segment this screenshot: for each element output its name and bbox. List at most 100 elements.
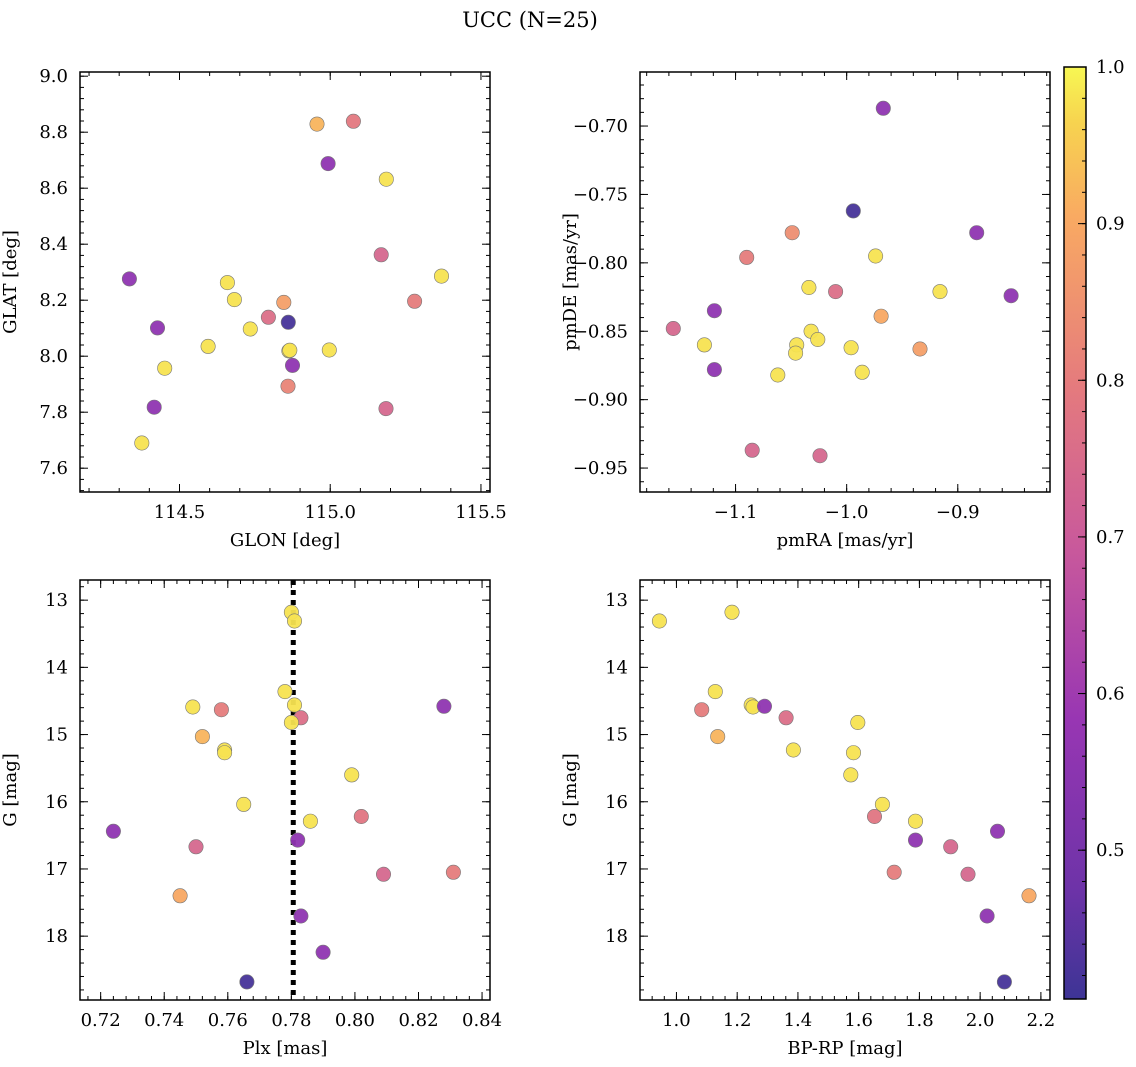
x-tick-label: 2.0: [966, 1010, 995, 1031]
scatter-point: [242, 321, 258, 337]
scatter-point: [105, 823, 121, 839]
colorbar-tick-label: 0.5: [1096, 840, 1125, 861]
y-tick-label: −0.70: [573, 116, 628, 137]
scatter-point: [309, 116, 325, 132]
y-tick-label: −0.75: [573, 184, 628, 205]
chart-panels: 114.5 115.0 115.5 7.6 7.8 8.0 8.2 8.4 8.6 8.8 9.0 G…: [0, 66, 1055, 1059]
y-tick-label: 9.0: [39, 66, 68, 87]
scatter-point: [378, 401, 394, 417]
scatter-point: [810, 331, 826, 347]
y-tick-label: 15: [45, 725, 68, 746]
scatter-point: [907, 832, 923, 848]
axis-ticks: [640, 580, 1050, 1000]
scatter-point: [651, 613, 667, 629]
y-tick-label: 8.0: [39, 346, 68, 367]
colorbar-gradient: [1063, 66, 1087, 1000]
scatter-point: [445, 864, 461, 880]
scatter-point: [121, 271, 137, 287]
x-tick-label: 114.5: [154, 502, 206, 523]
scatter-point: [694, 702, 710, 718]
y-tick-label: −0.90: [573, 390, 628, 411]
scatter-point: [943, 839, 959, 855]
scatter-point: [706, 362, 722, 378]
x-tick-label: 1.8: [905, 1010, 934, 1031]
scatter-point: [1003, 288, 1019, 304]
scatter-point: [280, 314, 296, 330]
figure-title: UCC (N=25): [462, 8, 598, 32]
y-tick-label: 8.4: [39, 234, 68, 255]
y-tick-label: −0.80: [573, 253, 628, 274]
scatter-point: [373, 247, 389, 263]
panel-4: 1.0 1.2 1.4 1.6 1.8 2.0 2.2 13 14 15 16 17 18 BP-RP […: [560, 579, 1056, 1059]
scatter-point: [866, 808, 882, 824]
y-axis-label: G [mag]: [0, 753, 21, 826]
scatter-point: [785, 742, 801, 758]
x-tick-label: 115.0: [304, 502, 356, 523]
scatter-point: [321, 342, 337, 358]
x-tick-label: 1.2: [723, 1010, 752, 1031]
x-tick-label: 0.78: [271, 1010, 311, 1031]
x-axis-label: pmRA [mas/yr]: [777, 530, 914, 551]
scatter-points: [665, 100, 1019, 464]
scatter-point: [868, 248, 884, 264]
x-axis-label: GLON [deg]: [230, 530, 340, 551]
scatter-point: [710, 729, 726, 745]
x-tick-label: 1.4: [784, 1010, 813, 1031]
scatter-point: [788, 345, 804, 361]
colorbar-tick-label: 0.9: [1096, 214, 1125, 235]
scatter-point: [907, 813, 923, 829]
x-tick-label: 0.74: [144, 1010, 184, 1031]
y-tick-label: 17: [45, 859, 68, 880]
y-tick-label: 15: [605, 725, 628, 746]
scatter-point: [843, 767, 859, 783]
scatter-point: [1021, 888, 1037, 904]
scatter-point: [260, 309, 276, 325]
colorbar-tick-label: 1.0: [1096, 57, 1125, 78]
x-tick-label: 0.82: [398, 1010, 438, 1031]
x-tick-label: 0.80: [335, 1010, 375, 1031]
scatter-point: [375, 866, 391, 882]
y-tick-label: 18: [605, 926, 628, 947]
y-tick-label: 7.6: [39, 458, 68, 479]
scatter-point: [969, 225, 985, 241]
scatter-point: [873, 308, 889, 324]
scatter-point: [188, 839, 204, 855]
scatter-point: [407, 293, 423, 309]
axis-ticks: [80, 580, 490, 1000]
scatter-points: [105, 604, 461, 990]
scatter-point: [280, 378, 296, 394]
scatter-point: [345, 113, 361, 129]
scatter-points: [121, 113, 449, 451]
y-tick-label: 7.8: [39, 402, 68, 423]
scatter-point: [932, 284, 948, 300]
scatter-point: [770, 367, 786, 383]
scatter-point: [874, 796, 890, 812]
scatter-point: [194, 729, 210, 745]
scatter-point: [912, 341, 928, 357]
x-tick-label: −1.1: [714, 502, 758, 523]
colorbar-tick-label: 0.7: [1096, 527, 1125, 548]
scatter-point: [200, 338, 216, 354]
scatter-point: [756, 698, 772, 714]
scatter-points: [651, 604, 1037, 990]
scatter-point: [293, 908, 309, 924]
x-tick-label: 0.72: [81, 1010, 121, 1031]
scatter-point: [219, 275, 235, 291]
scatter-point: [845, 745, 861, 761]
x-tick-label: −1.0: [825, 502, 869, 523]
colorbar-tick-label: 0.8: [1096, 370, 1125, 391]
scatter-point: [283, 714, 299, 730]
x-tick-label: 2.2: [1027, 1010, 1056, 1031]
x-axis-label: BP-RP [mag]: [787, 1038, 902, 1059]
panel-1: 114.5 115.0 115.5 7.6 7.8 8.0 8.2 8.4 8.6 8.8 9.0 G…: [0, 66, 507, 551]
scatter-point: [665, 320, 681, 336]
axes-frame: [639, 579, 1051, 1001]
scatter-point: [302, 813, 318, 829]
y-axis-label: pmDE [mas/yr]: [560, 213, 581, 351]
scatter-point: [217, 745, 233, 761]
scatter-point: [286, 613, 302, 629]
scatter-point: [739, 249, 755, 265]
scatter-point: [875, 100, 891, 116]
scatter-point: [226, 292, 242, 308]
y-tick-label: −0.95: [573, 458, 628, 479]
